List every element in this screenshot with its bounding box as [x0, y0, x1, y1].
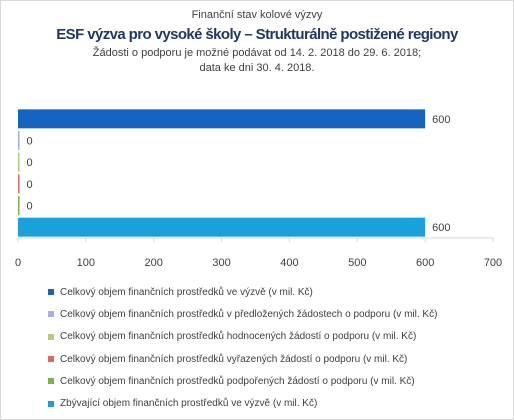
- chart-subtitle-dates: Žádosti o podporu je možné podávat od 14…: [92, 47, 422, 59]
- legend-label-6: Zbývající objem finančních prostředků ve…: [60, 398, 318, 410]
- chart-legend: Celkový objem finančních prostředků ve v…: [48, 281, 508, 415]
- legend-label-4: Celkový objem finančních prostředků vyřa…: [60, 353, 408, 365]
- bar-3: [18, 152, 20, 172]
- legend-swatch-2: [48, 311, 54, 318]
- legend-item-1: Celkový objem finančních prostředků ve v…: [48, 281, 508, 303]
- legend-item-3: Celkový objem finančních prostředků hodn…: [48, 326, 508, 348]
- chart-header: Finanční stav kolové výzvy ESF výzva pro…: [0, 8, 514, 76]
- x-axis: 0 100 200 300 400 500 600 700: [15, 237, 502, 269]
- bar-value-label-4: 0: [27, 179, 33, 191]
- chart-title: ESF výzva pro vysoké školy – Strukturáln…: [56, 26, 458, 43]
- legend-label-3: Celkový objem finančních prostředků hodn…: [60, 331, 417, 343]
- bar-value-label-5: 0: [27, 201, 33, 213]
- legend-item-6: Zbývající objem finančních prostředků ve…: [48, 392, 508, 414]
- x-tick-label-1: 100: [77, 257, 95, 269]
- legend-item-4: Celkový objem finančních prostředků vyřa…: [48, 348, 508, 370]
- legend-label-5: Celkový objem finančních prostředků podp…: [60, 375, 415, 387]
- chart-subtitle-data-date: data ke dni 30. 4. 2018.: [199, 62, 315, 74]
- x-tick-label-7: 700: [484, 257, 502, 269]
- x-tick-label-2: 200: [145, 257, 163, 269]
- legend-item-5: Celkový objem finančních prostředků podp…: [48, 370, 508, 392]
- x-tick-label-5: 500: [348, 257, 366, 269]
- legend-swatch-3: [48, 333, 54, 340]
- bar-4: [18, 174, 20, 194]
- legend-label-2: Celkový objem finančních prostředků v př…: [60, 308, 438, 320]
- x-tick-label-4: 400: [280, 257, 298, 269]
- legend-item-2: Celkový objem finančních prostředků v př…: [48, 303, 508, 325]
- bar-value-label-2: 0: [27, 136, 33, 148]
- x-tick-label-0: 0: [15, 257, 21, 269]
- legend-swatch-1: [48, 289, 54, 296]
- bar-5: [18, 196, 20, 215]
- bar-1: [18, 109, 426, 129]
- bar-2: [18, 131, 20, 150]
- chart-supertitle: Finanční stav kolové výzvy: [191, 9, 323, 21]
- legend-swatch-4: [48, 356, 54, 363]
- bar-6: [18, 217, 426, 237]
- bars-group: 600 0 0 0 0 600: [18, 109, 451, 237]
- bar-value-label-3: 0: [27, 157, 33, 169]
- x-tick-label-3: 300: [212, 257, 230, 269]
- bar-value-label-1: 600: [432, 114, 450, 126]
- legend-swatch-6: [48, 400, 54, 407]
- legend-label-1: Celkový objem finančních prostředků ve v…: [60, 286, 313, 298]
- bar-value-label-6: 600: [432, 222, 450, 234]
- legend-swatch-5: [48, 378, 54, 385]
- x-tick-label-6: 600: [416, 257, 434, 269]
